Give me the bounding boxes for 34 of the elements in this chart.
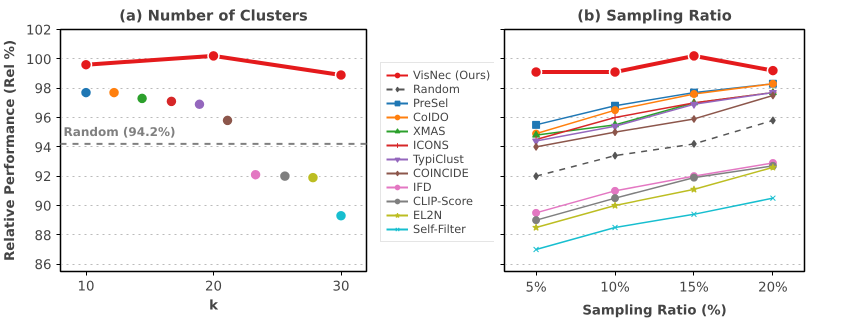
x-axis-title: k [209, 298, 220, 314]
ref-line-label: Random (94.2%) [64, 124, 176, 139]
y-tick-label: 88 [34, 228, 52, 244]
x-tick-label: 5% [526, 280, 547, 296]
legend-label: PreSel [413, 96, 448, 110]
x-axis-title: Sampling Ratio (%) [582, 304, 727, 318]
y-tick-label: 86 [34, 258, 52, 274]
chart-title: (a) Number of Clusters [119, 8, 308, 24]
y-tick-label: 102 [26, 24, 52, 38]
legend-label: Random [413, 82, 460, 96]
x-tick-label: 10% [600, 280, 630, 296]
legend-label: CoIDO [413, 110, 449, 124]
x-tick-label: 30 [332, 280, 350, 294]
x-tick-label: 20 [205, 280, 222, 294]
y-tick-label: 94 [34, 140, 52, 156]
legend-label: VisNec (Ours) [413, 68, 490, 82]
legend-label: COINCIDE [413, 166, 469, 180]
x-tick-label: 15% [679, 280, 709, 296]
y-tick-label: 96 [34, 112, 52, 126]
y-axis-title: Relative Performance (Rel %) [3, 40, 18, 262]
legend-label: TypiClust [413, 152, 464, 166]
legend-label: EL2N [413, 208, 442, 222]
y-tick-label: 90 [34, 200, 52, 214]
x-tick-label: 20% [758, 280, 788, 296]
y-tick-label: 98 [34, 82, 52, 98]
x-tick-label: 10 [78, 280, 94, 294]
y-tick-label: 92 [34, 170, 52, 186]
legend-label: Self-Filter [413, 222, 466, 236]
chart-title: (b) Sampling Ratio [577, 8, 732, 24]
legend-label: XMAS [413, 124, 446, 138]
legend-label: CLIP-Score [413, 194, 473, 208]
legend-label: ICONS [413, 138, 449, 152]
legend-label: IFD [413, 180, 433, 194]
y-tick-label: 100 [26, 52, 52, 68]
